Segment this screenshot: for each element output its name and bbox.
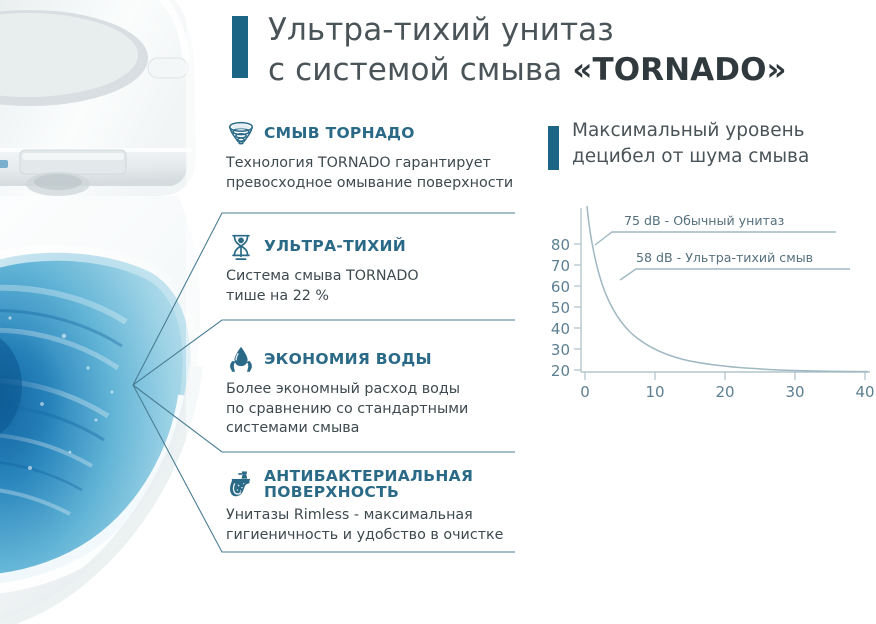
- page-title-brand: «TORNADO»: [572, 52, 787, 88]
- chart-panel-header: Максимальный уровень децибел от шума смы…: [548, 120, 868, 178]
- page-title-line2: с системой смыва «TORNADO»: [268, 50, 787, 90]
- feature-body: Унитазы Rimless - максимальная гигиеничн…: [226, 507, 504, 543]
- chart-decay-curve: [586, 205, 869, 373]
- feature-title: СМЫВ ТОРНАДО: [264, 123, 415, 142]
- feature-title: УЛЬТРА-ТИХИЙ: [264, 236, 407, 255]
- chart-annotation-75db-label: 75 dB - Обычный унитаз: [624, 213, 784, 228]
- svg-text:20: 20: [715, 383, 734, 401]
- chart-panel: Максимальный уровень децибел от шума смы…: [548, 120, 868, 178]
- toilet-photo-illustration: [0, 0, 232, 624]
- feature-antibacterial: АНТИБАКТЕРИАЛЬНАЯ ПОВЕРХНОСТЬ Унитазы Ri…: [226, 468, 526, 545]
- svg-text:40: 40: [855, 383, 874, 401]
- chart-annotation-75db: 75 dB - Обычный унитаз: [594, 213, 836, 246]
- page-title-line1: Ультра-тихий унитаз: [268, 12, 614, 48]
- feature-body: Технология TORNADO гарантирует превосход…: [226, 155, 514, 191]
- svg-text:70: 70: [551, 257, 570, 275]
- chart-annotation-58db-label: 58 dB - Ультра-тихий смыв: [636, 250, 813, 265]
- chart-x-ticks: [584, 372, 866, 380]
- feature-water-saving: ЭКОНОМИЯ ВОДЫ Более экономный расход вод…: [226, 344, 526, 439]
- water-drop-hands-icon: [230, 346, 252, 372]
- svg-text:40: 40: [551, 320, 570, 338]
- feature-title: АНТИБАКТЕРИАЛЬНАЯ ПОВЕРХНОСТЬ: [264, 467, 474, 501]
- page-title-line2-prefix: с системой смыва: [268, 52, 573, 88]
- svg-text:30: 30: [551, 341, 570, 359]
- svg-text:10: 10: [645, 383, 664, 401]
- tornado-flush-icon: [229, 121, 253, 145]
- chart-annotation-58db: 58 dB - Ультра-тихий смыв: [619, 250, 850, 281]
- svg-text:0: 0: [580, 383, 590, 401]
- feature-ultra-quiet: УЛЬТРА-ТИХИЙ Система смыва TORNADO тише …: [226, 231, 526, 306]
- chart-y-tick-labels: 80 70 60 50 40 30 20: [551, 236, 570, 380]
- chart-panel-title: Максимальный уровень децибел от шума смы…: [572, 120, 810, 167]
- antibacterial-toilet-icon: [230, 471, 250, 497]
- feature-body: Более экономный расход воды по сравнению…: [226, 381, 469, 436]
- svg-text:20: 20: [551, 362, 570, 380]
- svg-text:50: 50: [551, 299, 570, 317]
- noise-level-chart-svg: 80 70 60 50 40 30 20 0 10 20 30: [551, 205, 875, 401]
- toilet-photo: [0, 0, 232, 624]
- chart-y-ticks: [574, 243, 581, 371]
- feature-title: ЭКОНОМИЯ ВОДЫ: [264, 349, 432, 368]
- svg-text:80: 80: [551, 236, 570, 254]
- muted-bell-icon: [232, 234, 250, 260]
- svg-text:60: 60: [551, 278, 570, 296]
- page-title: Ультра-тихий унитаз с системой смыва «TO…: [232, 12, 872, 94]
- chart-title-accent-bar: [548, 126, 559, 170]
- noise-level-chart: 80 70 60 50 40 30 20 0 10 20 30: [540, 200, 876, 405]
- title-accent-bar: [232, 16, 248, 78]
- chart-x-tick-labels: 0 10 20 30 40: [580, 383, 874, 401]
- svg-text:30: 30: [785, 383, 804, 401]
- feature-tornado-flush: СМЫВ ТОРНАДО Технология TORNADO гарантир…: [226, 118, 526, 193]
- feature-body: Система смыва TORNADO тише на 22 %: [226, 268, 419, 304]
